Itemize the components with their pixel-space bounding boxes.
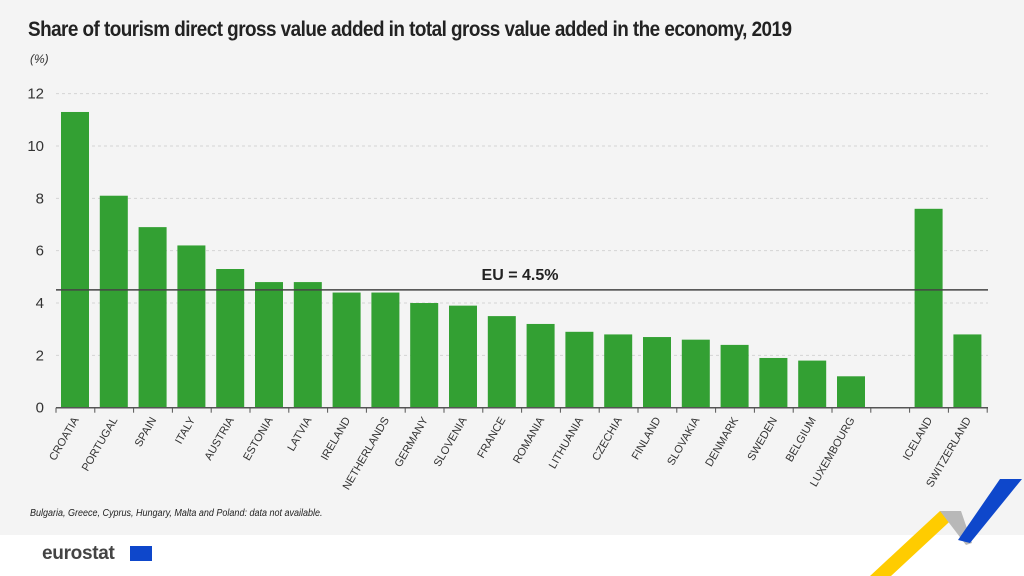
y-tick-label: 2 — [36, 347, 44, 364]
bar-iceland — [914, 208, 943, 408]
bar-sweden — [759, 357, 788, 408]
footnote: Bulgaria, Greece, Cyprus, Hungary, Malta… — [30, 508, 323, 519]
y-tick-label: 8 — [36, 190, 44, 207]
x-tick-label: SLOVENIA — [432, 415, 470, 469]
x-tick-label: FRANCE — [475, 415, 508, 460]
ribbon-blue-decoration — [958, 479, 1022, 543]
eu-average-label: EU = 4.5% — [482, 267, 559, 284]
x-tick-label: ESTONIA — [241, 415, 276, 463]
bar-finland — [643, 337, 671, 408]
x-tick-label: AUSTRIA — [203, 415, 238, 463]
eu-flag-icon — [130, 546, 152, 561]
bar-luxembourg — [837, 376, 865, 408]
eurostat-logo: eurostat — [42, 543, 115, 564]
y-tick-label: 10 — [27, 138, 44, 155]
x-tick-label: FINLAND — [630, 415, 664, 462]
chart-panel — [0, 0, 1024, 535]
y-tick-label: 0 — [36, 400, 44, 417]
bar-czechia — [604, 334, 633, 408]
x-tick-label: ICELAND — [901, 415, 935, 462]
x-tick-label: SLOVAKIA — [665, 415, 703, 468]
x-tick-label: PORTUGAL — [80, 415, 121, 473]
x-tick-label: CZECHIA — [590, 415, 625, 463]
y-tick-label: 12 — [27, 86, 44, 103]
x-tick-label: DENMARK — [703, 415, 741, 469]
bar-germany — [410, 303, 439, 408]
bar-estonia — [255, 282, 283, 408]
bar-slovakia — [681, 339, 710, 408]
x-tick-label: LATVIA — [285, 415, 314, 454]
bar-latvia — [293, 282, 322, 408]
bar-denmark — [720, 344, 749, 408]
y-axis-unit: (%) — [30, 52, 49, 66]
bar-austria — [216, 268, 245, 408]
x-tick-label: SWEDEN — [745, 415, 780, 463]
x-tick-label: CROATIA — [47, 415, 82, 463]
x-tick-label: BELGIUM — [784, 415, 819, 464]
bar-slovenia — [449, 305, 477, 408]
x-tick-label: IRELAND — [319, 415, 353, 462]
bar-ireland — [332, 292, 361, 408]
x-tick-label: LITHUANIA — [547, 415, 586, 471]
bar-netherlands — [371, 292, 400, 408]
bar-portugal — [99, 195, 128, 408]
bar-italy — [177, 245, 206, 408]
y-tick-label: 4 — [36, 295, 44, 312]
bar-switzerland — [953, 334, 982, 408]
x-tick-label: ITALY — [173, 415, 198, 447]
bar-france — [487, 316, 516, 408]
bar-spain — [138, 227, 167, 408]
x-tick-label: GERMANY — [393, 415, 432, 470]
bar-croatia — [61, 111, 89, 408]
bar-lithuania — [565, 331, 594, 408]
x-tick-label: SPAIN — [133, 415, 160, 449]
bar-belgium — [798, 360, 827, 408]
bar-romania — [526, 323, 555, 408]
x-tick-label: ROMANIA — [511, 415, 547, 466]
chart-title: Share of tourism direct gross value adde… — [28, 18, 792, 41]
ribbon-yellow-decoration — [870, 511, 961, 576]
y-tick-label: 6 — [36, 243, 44, 260]
